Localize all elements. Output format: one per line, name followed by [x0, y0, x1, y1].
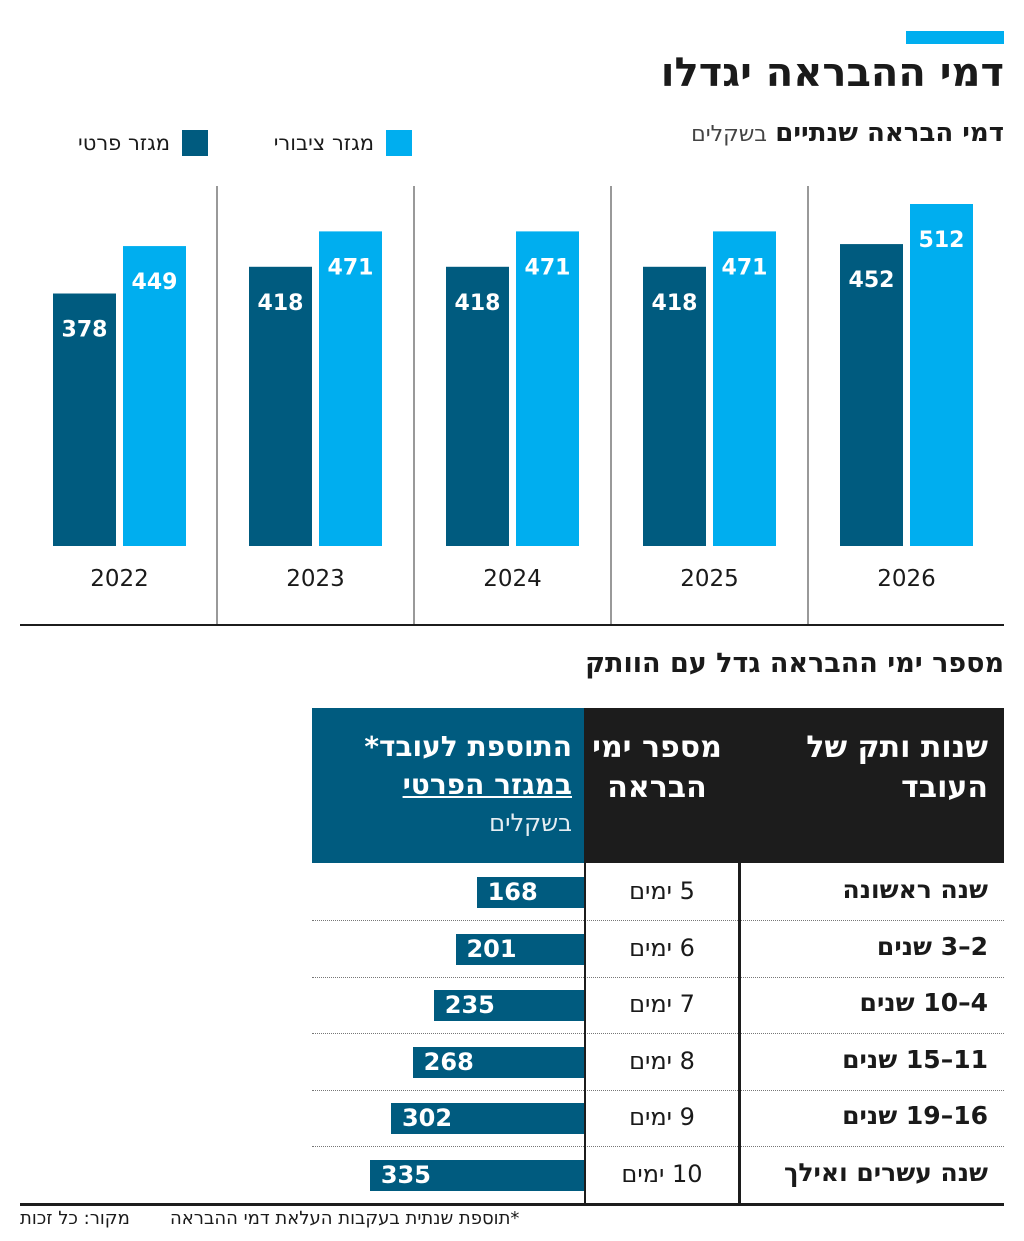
chart-subtitle: דמי הבראה שנתיים בשקלים — [691, 118, 1004, 148]
bar-private-2026 — [840, 244, 903, 546]
bar-chart: 378 449 2022 418 471 2023 418 471 2024 418 471 2025… — [20, 186, 1004, 626]
row-tenure: שנה ראשונה — [842, 875, 988, 904]
table-row: 2–3 שנים 6 ימים 201 — [312, 922, 1004, 978]
table-header-days-line1: מספר ימי — [592, 730, 722, 765]
bar-public-2025 — [713, 231, 776, 546]
row-tenure: 2–3 שנים — [876, 931, 988, 961]
row-separator — [312, 920, 1004, 921]
row-tenure: שנה עשרים ואילך — [783, 1157, 988, 1187]
bar-label-public-2025: 471 — [722, 255, 768, 280]
extra-bar-label: 268 — [423, 1047, 474, 1076]
bottom-rule — [20, 1203, 1004, 1206]
bar-private-2022 — [53, 293, 116, 546]
bar-label-public-2022: 449 — [132, 270, 178, 295]
table-header-tenure-line2: העובד — [901, 770, 988, 805]
x-tick-label-2022: 2022 — [90, 566, 149, 592]
page-title: דמי ההבראה יגדלו — [660, 50, 1004, 96]
row-separator — [312, 976, 1004, 978]
row-separator — [312, 1146, 1004, 1147]
chart-subtitle-strong: דמי הבראה שנתיים — [775, 118, 1004, 148]
table-header-tenure: שנות ותק של העובד — [741, 708, 1004, 863]
extra-bar-label: 302 — [401, 1104, 453, 1132]
bar-label-public-2024: 471 — [525, 255, 571, 280]
extra-bar — [476, 877, 584, 908]
x-tick-label-2025: 2025 — [680, 566, 739, 592]
column-divider-left — [584, 708, 586, 1203]
table-row: 11–15 שנים 8 ימים 268 — [312, 1035, 1004, 1091]
row-days: 5 ימים — [629, 877, 695, 905]
table-row: שנה ראשונה 5 ימים 168 — [312, 865, 1004, 921]
extra-bar-label: 335 — [380, 1160, 431, 1189]
source-note: מקור: כל זכות — [20, 1208, 130, 1229]
row-days: 9 ימים — [629, 1103, 695, 1131]
table-header-tenure-line1: שנות ותק של — [806, 730, 988, 765]
table-row: 4–10 שנים 7 ימים 235 — [312, 978, 1004, 1034]
chart-subtitle-unit: בשקלים — [691, 122, 768, 147]
extra-bar-label: 235 — [444, 991, 495, 1019]
bar-label-private-2023: 418 — [258, 291, 304, 316]
footnote: *תוספת שנתית בעקבות העלאת דמי ההבראה — [170, 1208, 520, 1229]
bar-label-private-2026: 452 — [849, 268, 895, 293]
bar-label-private-2022: 378 — [62, 318, 108, 343]
row-days: 10 ימים — [621, 1159, 703, 1188]
accent-bar — [906, 31, 1004, 44]
extra-bar — [391, 1103, 584, 1134]
legend-swatch-private — [182, 130, 208, 156]
bar-label-private-2024: 418 — [455, 291, 501, 316]
bar-label-public-2023: 471 — [328, 255, 374, 280]
row-separator — [312, 1033, 1004, 1034]
row-days: 8 ימים — [629, 1046, 695, 1075]
extra-bar — [433, 990, 584, 1021]
bar-public-2023 — [319, 231, 382, 546]
extra-bar — [369, 1159, 584, 1191]
table-section-title: מספר ימי ההבראה גדל עם הוותק — [585, 648, 1004, 679]
legend-item-private: מגזר פרטי — [78, 130, 208, 156]
table-row: 16–19 שנים 9 ימים 302 — [312, 1091, 1004, 1147]
row-separator — [312, 1089, 1004, 1091]
extra-bar-label: 168 — [487, 878, 538, 906]
bar-private-2023 — [249, 266, 312, 546]
extra-bar — [455, 933, 584, 965]
legend-label-public: מגזר ציבורי — [273, 131, 374, 155]
bar-public-2024 — [516, 231, 579, 546]
x-tick-label-2024: 2024 — [483, 566, 542, 592]
table-header-extra-line2: במגזר הפרטי — [402, 768, 572, 801]
chart-legend: מגזר ציבורי מגזר פרטי — [52, 130, 412, 160]
bar-label-public-2026: 512 — [919, 228, 965, 253]
row-tenure: 4–10 שנים — [859, 988, 988, 1017]
legend-label-private: מגזר פרטי — [78, 131, 170, 155]
table-row: שנה עשרים ואילך 10 ימים 335 — [312, 1148, 1004, 1204]
x-tick-label-2023: 2023 — [286, 566, 345, 592]
extra-bar-label: 201 — [466, 934, 517, 963]
table-header-extra-line1: התוספת לעובד* — [364, 730, 572, 763]
bar-private-2025 — [643, 266, 706, 546]
table-header-extra-line3: בשקלים — [489, 809, 572, 837]
bar-label-private-2025: 418 — [652, 291, 698, 316]
row-tenure: 16–19 שנים — [842, 1101, 988, 1130]
extra-bar — [412, 1046, 584, 1078]
row-days: 7 ימים — [629, 990, 695, 1018]
table-header-days: מספר ימי הבראה — [586, 708, 738, 863]
table-header-days-line2: הבראה — [607, 770, 707, 805]
column-divider-right — [738, 708, 741, 1203]
bar-private-2024 — [446, 266, 509, 546]
row-tenure: 11–15 שנים — [842, 1044, 988, 1074]
x-tick-label-2026: 2026 — [877, 566, 936, 592]
legend-swatch-public — [386, 130, 412, 156]
bar-public-2022 — [123, 246, 186, 546]
bar-public-2026 — [910, 204, 973, 546]
table-header-extra: התוספת לעובד* במגזר הפרטי בשקלים — [312, 708, 584, 863]
row-days: 6 ימים — [629, 933, 695, 962]
legend-item-public: מגזר ציבורי — [274, 130, 412, 156]
